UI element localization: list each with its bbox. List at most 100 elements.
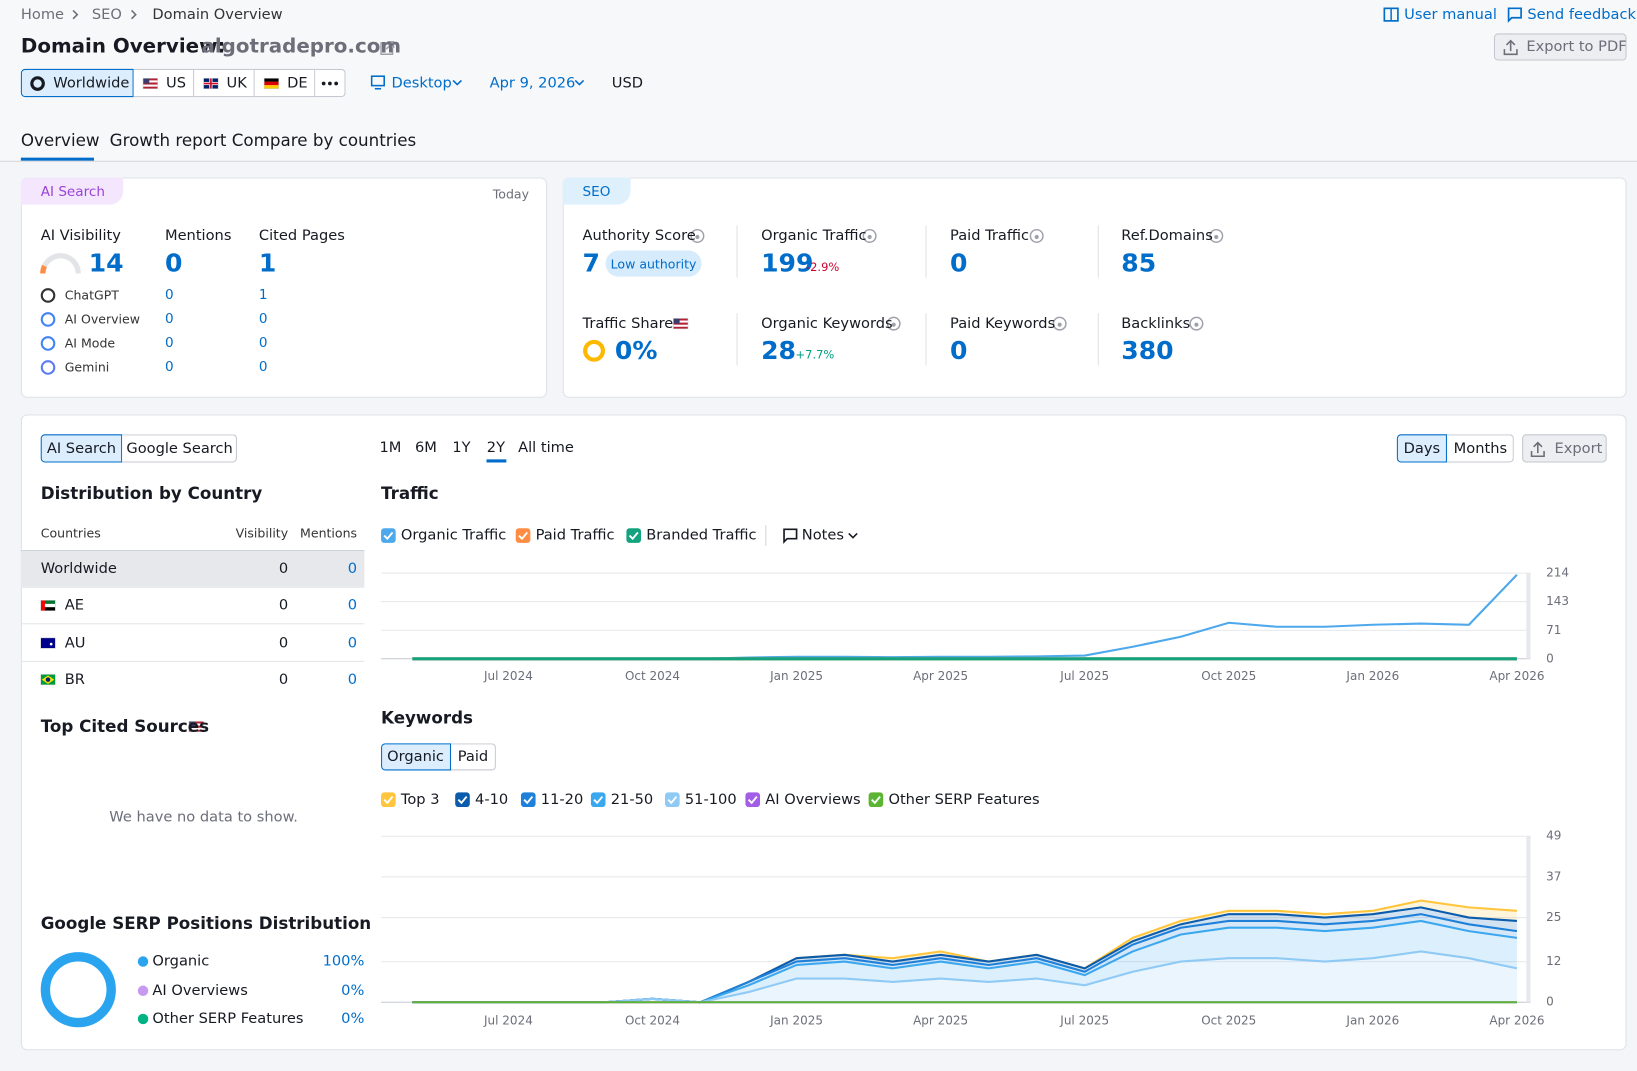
granularity-button[interactable] xyxy=(1396,434,1447,463)
checkbox xyxy=(665,792,680,808)
country-name: AU xyxy=(64,634,86,652)
period-button[interactable]: 1Y xyxy=(452,439,471,457)
legend-label[interactable]: 21-50 xyxy=(610,791,654,809)
period-button[interactable]: All time xyxy=(518,439,574,457)
x-tick-label: Jul 2024 xyxy=(483,669,533,683)
country-mentions[interactable]: 0 xyxy=(347,597,358,614)
metric-value[interactable]: 0 xyxy=(950,336,968,366)
keyword-toggle-label[interactable]: Organic xyxy=(387,748,444,766)
toggle-button[interactable] xyxy=(122,434,237,463)
country-mentions[interactable]: 0 xyxy=(347,634,358,652)
legend-label[interactable]: AI Overviews xyxy=(765,791,861,809)
export-pdf-label[interactable]: Export to PDF xyxy=(1526,38,1627,56)
legend-label[interactable]: Other SERP Features xyxy=(888,791,1040,809)
export-label[interactable]: Export xyxy=(1554,440,1603,458)
upload-icon xyxy=(1530,441,1545,458)
metric-value[interactable]: 1 xyxy=(258,248,277,278)
legend-label[interactable]: Paid Traffic xyxy=(535,527,615,544)
date-select[interactable]: Apr 9, 2026 xyxy=(489,75,576,92)
platform-mentions[interactable]: 0 xyxy=(164,311,174,328)
breadcrumb-link[interactable]: SEO xyxy=(91,6,122,23)
metric-value[interactable]: 7 xyxy=(582,248,600,278)
toggle-label[interactable]: Google Search xyxy=(126,440,233,458)
serp-share[interactable]: 0% xyxy=(341,982,365,1000)
send-feedback-link[interactable]: Send feedback xyxy=(1527,6,1636,23)
keyword-toggle[interactable] xyxy=(381,743,452,771)
toggle-button[interactable] xyxy=(40,434,123,463)
database-label[interactable]: US xyxy=(165,75,186,92)
tab[interactable]: Compare by countries xyxy=(231,130,417,151)
metric-value[interactable]: 199 xyxy=(761,248,814,278)
x-tick-label: Jan 2026 xyxy=(1345,669,1399,683)
column-header: Countries xyxy=(40,526,101,541)
platform-cited[interactable]: 0 xyxy=(258,359,268,376)
metric-value[interactable]: 380 xyxy=(1121,336,1174,366)
flag-part xyxy=(673,318,688,321)
country-mentions[interactable]: 0 xyxy=(347,671,358,688)
breadcrumb-link[interactable]: Home xyxy=(20,6,65,23)
platform-mentions[interactable]: 0 xyxy=(164,335,174,352)
breadcrumb-current: Domain Overview xyxy=(152,6,283,23)
flag-part xyxy=(673,326,688,329)
legend-label[interactable]: Top 3 xyxy=(400,791,440,809)
database-label[interactable]: DE xyxy=(287,75,308,92)
device-select[interactable]: Desktop xyxy=(391,75,452,92)
platform-mentions[interactable]: 0 xyxy=(164,287,174,304)
legend-label[interactable]: 11-20 xyxy=(540,791,584,809)
export-button[interactable] xyxy=(1522,434,1607,463)
legend-label[interactable]: 51-100 xyxy=(684,791,737,809)
metric-value[interactable]: 85 xyxy=(1121,248,1157,278)
metric-value[interactable]: 14 xyxy=(88,248,124,278)
granularity-button[interactable] xyxy=(1446,434,1514,463)
tab[interactable]: Growth report xyxy=(109,130,227,151)
metric-value[interactable]: 0 xyxy=(950,248,968,278)
metric-value[interactable]: 0% xyxy=(614,336,658,366)
serp-share[interactable]: 0% xyxy=(341,1010,365,1028)
y-tick-label: 214 xyxy=(1546,566,1569,580)
serp-share[interactable]: 100% xyxy=(322,953,365,970)
flag-part xyxy=(203,82,219,85)
x-tick-label: Jan 2025 xyxy=(769,669,823,683)
database-label[interactable]: UK xyxy=(226,75,247,92)
granularity-label[interactable]: Months xyxy=(1453,440,1508,458)
database-label[interactable]: Worldwide xyxy=(53,75,130,92)
legend-label[interactable]: 4-10 xyxy=(475,791,509,809)
info-icon-dot xyxy=(1194,322,1199,327)
x-tick-label: Jul 2025 xyxy=(1059,1014,1109,1028)
info-icon xyxy=(1052,316,1067,331)
info-icon xyxy=(1029,228,1044,243)
country-mentions[interactable]: 0 xyxy=(347,560,358,578)
period-button[interactable]: 2Y xyxy=(486,439,506,457)
chevron xyxy=(452,79,463,86)
platform-cited[interactable]: 0 xyxy=(258,335,268,352)
legend-label[interactable]: Branded Traffic xyxy=(646,527,757,544)
metric-label: Mentions xyxy=(164,227,232,245)
metric-label: Paid Keywords xyxy=(950,315,1056,332)
flag-part xyxy=(143,78,150,84)
metric-value[interactable]: 28 xyxy=(761,336,796,366)
authority-tag xyxy=(605,250,702,277)
keyword-toggle[interactable] xyxy=(451,743,496,771)
serp-name: Organic xyxy=(152,953,210,970)
platform-cited[interactable]: 1 xyxy=(258,287,268,304)
checkbox xyxy=(455,792,470,808)
checkmark xyxy=(593,795,604,805)
metric-value[interactable]: 0 xyxy=(164,248,183,278)
domain-link[interactable]: algotradepro.com xyxy=(201,34,402,58)
user-manual-link[interactable]: User manual xyxy=(1404,6,1497,23)
tab-underline xyxy=(20,157,94,161)
toggle-label[interactable]: AI Search xyxy=(46,440,117,458)
x-tick-label: Jan 2025 xyxy=(769,1014,823,1028)
granularity-label[interactable]: Days xyxy=(1403,440,1441,458)
platform-mentions[interactable]: 0 xyxy=(164,359,174,376)
tab[interactable]: Overview xyxy=(20,130,100,151)
period-button[interactable]: 1M xyxy=(379,439,402,457)
metric-label: Ref.Domains xyxy=(1121,227,1213,245)
notes-select[interactable]: Notes xyxy=(801,527,845,544)
platform-cited[interactable]: 0 xyxy=(258,311,268,328)
export-pdf-button[interactable] xyxy=(1493,33,1627,61)
period-button[interactable]: 6M xyxy=(414,439,437,457)
keyword-toggle-label[interactable]: Paid xyxy=(457,748,489,766)
legend-label[interactable]: Organic Traffic xyxy=(400,527,507,544)
